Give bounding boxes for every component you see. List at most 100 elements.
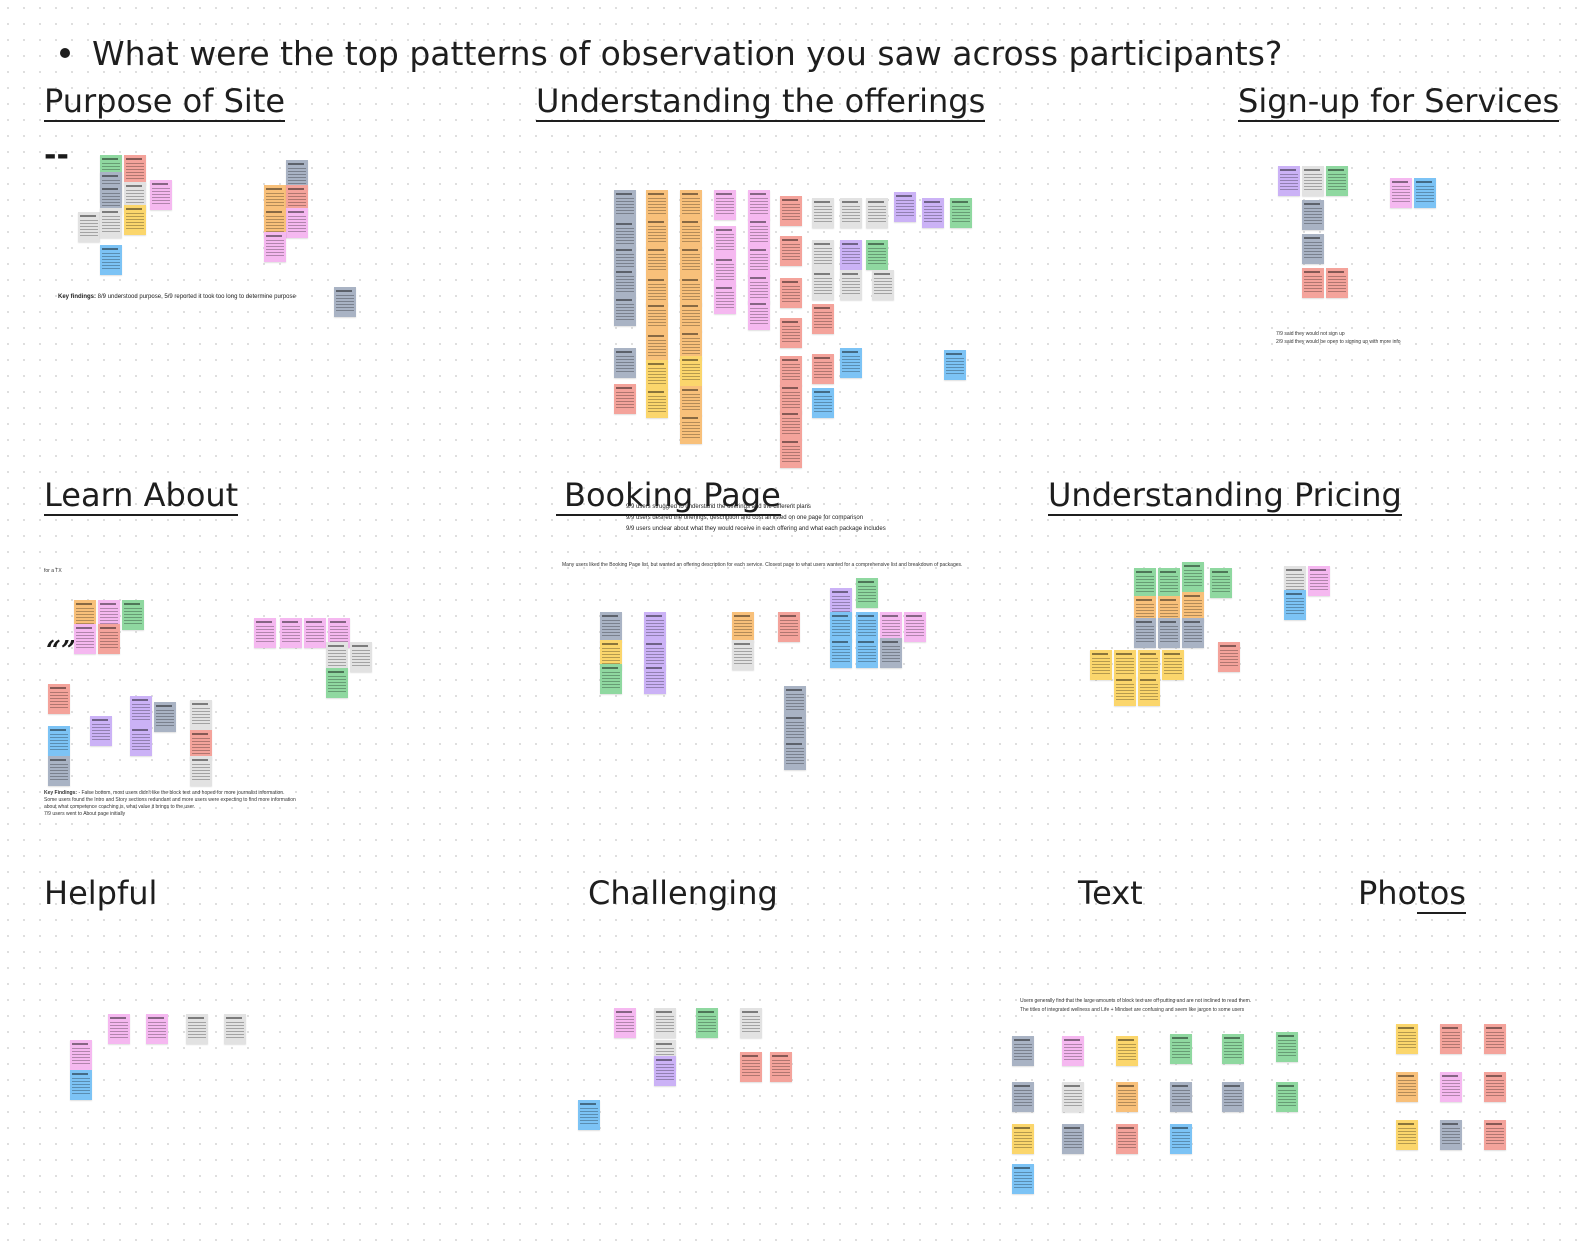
sticky-note[interactable]: [1396, 1120, 1418, 1150]
sticky-note[interactable]: [1116, 1082, 1138, 1112]
sticky-note[interactable]: [1390, 178, 1412, 208]
sticky-note[interactable]: [1012, 1164, 1034, 1194]
sticky-note[interactable]: [922, 198, 944, 228]
heading-text[interactable]: Text: [1078, 874, 1143, 912]
sticky-note[interactable]: [1116, 1036, 1138, 1066]
sticky-note[interactable]: [100, 185, 122, 215]
sticky-note[interactable]: [680, 218, 702, 248]
sticky-note[interactable]: [812, 270, 834, 300]
sticky-note[interactable]: [950, 198, 972, 228]
sticky-note[interactable]: [812, 304, 834, 334]
sticky-note[interactable]: [124, 155, 146, 185]
sticky-note[interactable]: [1222, 1034, 1244, 1064]
sticky-note[interactable]: [780, 438, 802, 468]
sticky-note[interactable]: [856, 612, 878, 642]
sticky-note[interactable]: [1012, 1124, 1034, 1154]
heading-challenging[interactable]: Challenging: [588, 874, 778, 912]
sticky-note[interactable]: [334, 287, 356, 317]
sticky-note[interactable]: [70, 1070, 92, 1100]
sticky-note[interactable]: [780, 236, 802, 266]
sticky-note[interactable]: [830, 638, 852, 668]
sticky-note[interactable]: [264, 185, 286, 215]
sticky-note[interactable]: [146, 1014, 168, 1044]
sticky-note[interactable]: [680, 190, 702, 220]
sticky-note[interactable]: [654, 1056, 676, 1086]
heading-photos[interactable]: Photos: [1358, 874, 1466, 914]
sticky-note[interactable]: [780, 318, 802, 348]
sticky-note[interactable]: [680, 276, 702, 306]
sticky-note[interactable]: [1116, 1124, 1138, 1154]
sticky-note[interactable]: [124, 205, 146, 235]
sticky-note[interactable]: [1218, 642, 1240, 672]
sticky-note[interactable]: [1062, 1124, 1084, 1154]
sticky-note[interactable]: [186, 1014, 208, 1044]
sticky-note[interactable]: [1326, 166, 1348, 196]
sticky-note[interactable]: [122, 600, 144, 630]
heading-understanding-offerings[interactable]: Understanding the offerings: [536, 83, 986, 123]
sticky-note[interactable]: [1302, 166, 1324, 196]
sticky-note[interactable]: [646, 360, 668, 390]
sticky-note[interactable]: [748, 246, 770, 276]
sticky-note[interactable]: [1276, 1032, 1298, 1062]
sticky-note[interactable]: [74, 624, 96, 654]
sticky-note[interactable]: [732, 612, 754, 642]
sticky-note[interactable]: [264, 232, 286, 262]
sticky-note[interactable]: [614, 348, 636, 378]
sticky-note[interactable]: [784, 714, 806, 744]
sticky-note[interactable]: [856, 578, 878, 608]
sticky-note[interactable]: [1170, 1034, 1192, 1064]
heading-helpful[interactable]: Helpful: [44, 874, 158, 912]
sticky-note[interactable]: [130, 696, 152, 726]
sticky-note[interactable]: [78, 212, 100, 242]
sticky-note[interactable]: [680, 356, 702, 386]
heading-purpose-of-site[interactable]: Purpose of Site: [44, 83, 286, 123]
sticky-note[interactable]: [100, 245, 122, 275]
sticky-note[interactable]: [680, 386, 702, 416]
sticky-note[interactable]: [600, 640, 622, 670]
sticky-note[interactable]: [866, 240, 888, 270]
sticky-note[interactable]: [1134, 618, 1156, 648]
sticky-note[interactable]: [696, 1008, 718, 1038]
sticky-note[interactable]: [748, 300, 770, 330]
sticky-note[interactable]: [1302, 200, 1324, 230]
sticky-note[interactable]: [840, 198, 862, 228]
sticky-note[interactable]: [780, 384, 802, 414]
sticky-note[interactable]: [1396, 1024, 1418, 1054]
sticky-note[interactable]: [1114, 650, 1136, 680]
sticky-note[interactable]: [124, 182, 146, 212]
sticky-note[interactable]: [1440, 1072, 1462, 1102]
heading-sign-up-for-services[interactable]: Sign-up for Services: [1238, 83, 1560, 123]
sticky-note[interactable]: [748, 274, 770, 304]
sticky-note[interactable]: [646, 190, 668, 220]
sticky-note[interactable]: [646, 218, 668, 248]
sticky-note[interactable]: [48, 684, 70, 714]
sticky-note[interactable]: [714, 190, 736, 220]
sticky-note[interactable]: [680, 330, 702, 360]
sticky-note[interactable]: [732, 640, 754, 670]
sticky-note[interactable]: [1326, 268, 1348, 298]
sticky-note[interactable]: [100, 208, 122, 238]
sticky-note[interactable]: [108, 1014, 130, 1044]
sticky-note[interactable]: [680, 302, 702, 332]
sticky-note[interactable]: [654, 1008, 676, 1038]
sticky-note[interactable]: [1012, 1082, 1034, 1112]
sticky-note[interactable]: [904, 612, 926, 642]
sticky-note[interactable]: [780, 196, 802, 226]
sticky-note[interactable]: [1062, 1036, 1084, 1066]
sticky-note[interactable]: [1012, 1036, 1034, 1066]
sticky-note[interactable]: [1302, 268, 1324, 298]
sticky-note[interactable]: [328, 618, 350, 648]
sticky-note[interactable]: [600, 612, 622, 642]
sticky-note[interactable]: [578, 1100, 600, 1130]
sticky-note[interactable]: [1162, 650, 1184, 680]
sticky-note[interactable]: [614, 384, 636, 414]
sticky-note[interactable]: [740, 1008, 762, 1038]
sticky-note[interactable]: [1158, 568, 1180, 598]
sticky-note[interactable]: [1182, 618, 1204, 648]
sticky-note[interactable]: [190, 700, 212, 730]
sticky-note[interactable]: [48, 726, 70, 756]
sticky-note[interactable]: [1170, 1082, 1192, 1112]
sticky-note[interactable]: [1440, 1120, 1462, 1150]
sticky-note[interactable]: [780, 356, 802, 386]
sticky-note[interactable]: [680, 246, 702, 276]
